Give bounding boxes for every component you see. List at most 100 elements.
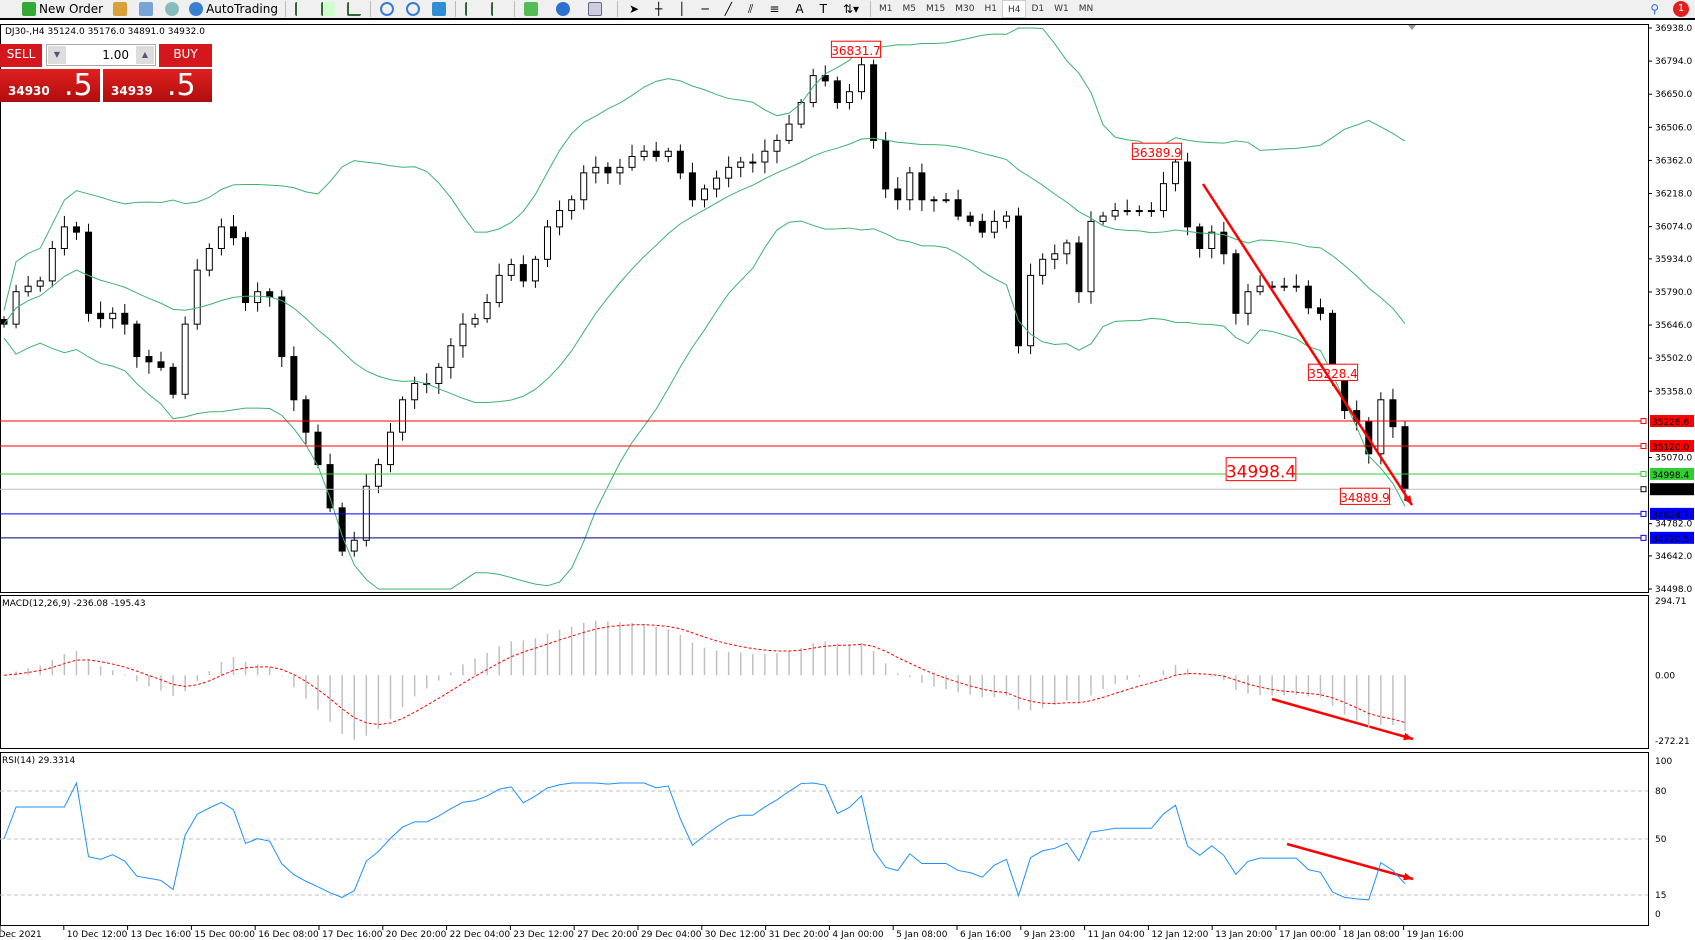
time-axis-label: 6 Jan 16:00: [960, 930, 1012, 940]
sell-price[interactable]: 34930.5: [0, 69, 100, 102]
notification-badge[interactable]: 1: [1673, 1, 1689, 17]
time-axis-label: 23 Dec 12:00: [513, 930, 574, 940]
separator: [513, 1, 515, 17]
candle-bullish: [1123, 210, 1131, 213]
candle-bullish: [797, 101, 805, 125]
candle-bullish: [1256, 285, 1264, 293]
candle-bearish: [145, 356, 153, 363]
price-axis-label: 35358.0: [1655, 387, 1692, 397]
fibonacci-icon[interactable]: ≡: [769, 2, 780, 16]
templates-icon[interactable]: [587, 2, 602, 16]
candle-bullish: [845, 91, 853, 103]
candle-bearish: [833, 80, 841, 103]
candle-bullish: [556, 210, 564, 228]
candle-bearish: [133, 323, 141, 358]
timeframe-mn[interactable]: MN: [1078, 4, 1094, 14]
macd-label: MACD(12,26,9) -236.08 -195.43: [2, 599, 146, 609]
timeframe-d1[interactable]: D1: [1031, 4, 1045, 14]
candle-bearish: [1304, 285, 1312, 309]
time-axis-label: 4 Jan 00:00: [832, 930, 884, 940]
periods-icon[interactable]: [555, 2, 570, 16]
lot-size-input[interactable]: ▼ 1.00 ▲: [46, 44, 156, 66]
candle-bearish: [676, 150, 684, 174]
candle-bearish: [954, 199, 962, 217]
bollinger-lower: [3, 220, 1406, 590]
candle-bearish: [918, 172, 926, 201]
timeframe-h1[interactable]: H1: [984, 4, 997, 14]
level-handle: [1640, 486, 1647, 493]
time-axis-label: 19 Jan 16:00: [1407, 930, 1464, 940]
zoom-out-icon[interactable]: [405, 2, 420, 16]
search-icon[interactable]: ⚲: [1650, 2, 1659, 16]
price-axis-label: 34498.0: [1655, 585, 1692, 595]
candlestick-icon[interactable]: [320, 2, 335, 16]
price-level-tag: [1650, 531, 1694, 544]
trendline-icon[interactable]: ╱: [724, 2, 732, 16]
candle-bearish: [338, 507, 346, 552]
autoscroll-icon[interactable]: [490, 2, 505, 16]
level-handle: [1640, 534, 1647, 541]
market-watch-icon[interactable]: [113, 2, 128, 16]
price-level-label: 34824.7: [1652, 511, 1689, 521]
data-window-icon[interactable]: [139, 2, 154, 16]
lot-increase-button[interactable]: ▲: [136, 46, 154, 64]
candle-bearish: [326, 464, 334, 509]
indicators-icon[interactable]: [523, 2, 538, 16]
candle-bullish: [36, 280, 44, 287]
cursor-icon[interactable]: ➤: [628, 2, 640, 16]
autotrading-icon: [189, 2, 204, 16]
bar-chart-icon[interactable]: [294, 2, 309, 16]
buy-button[interactable]: BUY: [159, 44, 212, 67]
candle-bearish: [1316, 307, 1324, 314]
signals-icon[interactable]: [165, 2, 180, 16]
symbol-info: DJ30-,H4 35124.0 35176.0 34891.0 34932.0: [5, 27, 205, 37]
candle-bullish: [1147, 210, 1155, 213]
crosshair-icon[interactable]: ┼: [655, 2, 663, 16]
candle-bullish: [1280, 285, 1288, 288]
sell-button[interactable]: SELL: [0, 44, 42, 67]
timeframe-m5[interactable]: M5: [902, 4, 917, 14]
candle-bullish: [1292, 285, 1300, 288]
tile-windows-icon[interactable]: [431, 2, 446, 16]
timeframe-m1[interactable]: M1: [879, 4, 893, 14]
price-axis-label: 36650.0: [1655, 90, 1692, 100]
lot-decrease-button[interactable]: ▼: [48, 46, 66, 64]
price-annotation: 36389.9: [1132, 146, 1182, 160]
candle-bullish: [664, 150, 672, 158]
candle-bullish: [543, 226, 551, 260]
text-icon[interactable]: A: [795, 2, 804, 16]
chart-shift-icon[interactable]: [464, 2, 479, 16]
equidistant-channel-icon[interactable]: ⫽: [747, 1, 754, 16]
candle-bullish: [640, 150, 648, 158]
buy-price[interactable]: 34939.5: [103, 69, 212, 102]
price-level-tag: [1650, 467, 1694, 480]
candle-bullish: [411, 382, 419, 401]
vertical-line-icon[interactable]: │: [678, 2, 686, 16]
time-axis-label: 29 Dec 04:00: [641, 930, 702, 940]
autotrading-button[interactable]: AutoTrading: [185, 0, 282, 18]
candle-bullish: [193, 269, 201, 325]
horizontal-line-icon[interactable]: ─: [701, 2, 709, 16]
candle-bullish: [1377, 399, 1385, 455]
arrows-icon[interactable]: ⇅▾: [842, 2, 860, 16]
candle-bullish: [1063, 242, 1071, 255]
candle-bullish: [1002, 215, 1010, 222]
bollinger-middle: [3, 137, 1406, 403]
trend-arrow-rsi: [1286, 842, 1414, 881]
text-label-icon[interactable]: T: [819, 2, 827, 16]
timeframe-m30[interactable]: M30: [955, 4, 975, 14]
timeframe-h4[interactable]: H4: [1001, 0, 1027, 18]
price-annotation: 34998.4: [1226, 462, 1296, 482]
line-chart-icon[interactable]: [346, 2, 361, 16]
candle-bearish: [1389, 399, 1397, 428]
candle-bearish: [978, 220, 986, 233]
timeframe-m15[interactable]: M15: [926, 4, 946, 14]
zoom-in-icon[interactable]: [379, 2, 394, 16]
lot-value[interactable]: 1.00: [102, 48, 129, 62]
bollinger-upper: [3, 27, 1406, 311]
timeframe-w1[interactable]: W1: [1054, 4, 1069, 14]
price-annotation: 35228.4: [1308, 367, 1358, 381]
new-order-button[interactable]: New Order: [18, 0, 107, 18]
candle-bullish: [1099, 215, 1107, 222]
